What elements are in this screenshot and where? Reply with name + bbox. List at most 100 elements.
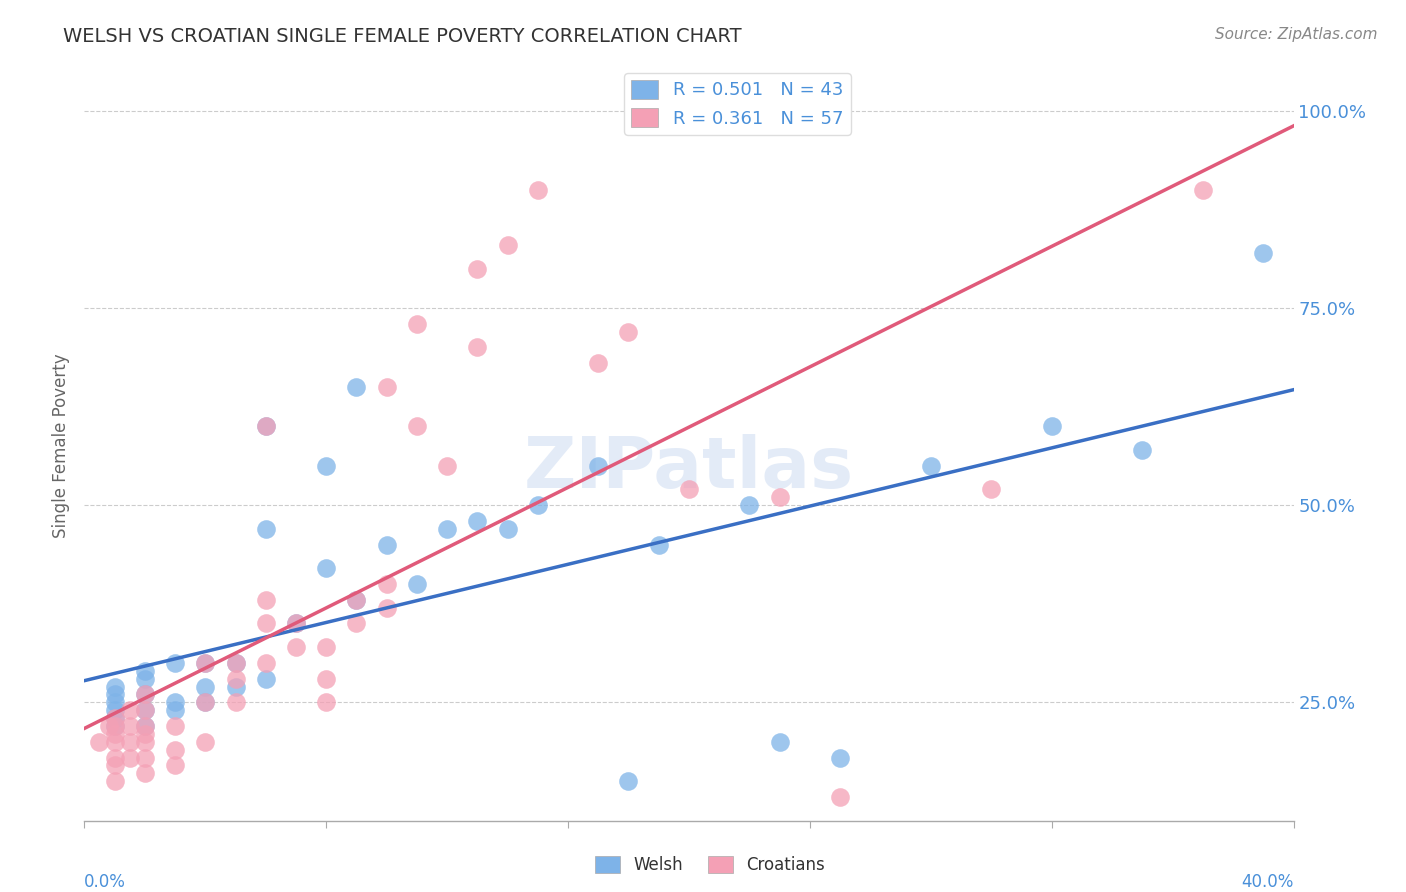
Point — [194, 695, 217, 709]
Point — [346, 592, 368, 607]
Point — [104, 719, 127, 733]
Point — [104, 727, 127, 741]
Point — [254, 419, 277, 434]
Point — [165, 758, 187, 772]
Point — [254, 419, 277, 434]
Point — [496, 522, 519, 536]
Point — [315, 561, 337, 575]
Point — [134, 688, 156, 702]
Point — [89, 735, 111, 749]
Legend: R = 0.501   N = 43, R = 0.361   N = 57: R = 0.501 N = 43, R = 0.361 N = 57 — [624, 73, 851, 135]
Point — [1040, 419, 1063, 434]
Point — [315, 672, 337, 686]
Point — [104, 711, 127, 725]
Point — [225, 672, 247, 686]
Point — [194, 656, 217, 670]
Point — [165, 703, 187, 717]
Point — [830, 789, 852, 804]
Point — [285, 640, 308, 654]
Point — [375, 600, 398, 615]
Point — [194, 680, 217, 694]
Point — [375, 538, 398, 552]
Point — [920, 458, 942, 473]
Point — [97, 719, 120, 733]
Point — [617, 325, 640, 339]
Point — [588, 356, 610, 370]
Point — [134, 719, 156, 733]
Point — [225, 695, 247, 709]
Point — [406, 317, 429, 331]
Point — [254, 592, 277, 607]
Legend: Welsh, Croatians: Welsh, Croatians — [588, 849, 832, 881]
Point — [315, 458, 337, 473]
Point — [134, 719, 156, 733]
Point — [254, 656, 277, 670]
Point — [165, 695, 187, 709]
Point — [346, 616, 368, 631]
Point — [315, 695, 337, 709]
Point — [436, 458, 458, 473]
Point — [769, 490, 792, 504]
Point — [165, 719, 187, 733]
Point — [1130, 442, 1153, 457]
Point — [467, 340, 489, 354]
Point — [527, 498, 550, 512]
Point — [588, 458, 610, 473]
Point — [134, 672, 156, 686]
Text: WELSH VS CROATIAN SINGLE FEMALE POVERTY CORRELATION CHART: WELSH VS CROATIAN SINGLE FEMALE POVERTY … — [63, 27, 742, 45]
Point — [225, 656, 247, 670]
Point — [285, 616, 308, 631]
Point — [769, 735, 792, 749]
Point — [1192, 183, 1215, 197]
Point — [980, 483, 1002, 497]
Point — [134, 703, 156, 717]
Text: 0.0%: 0.0% — [84, 873, 127, 891]
Point — [346, 592, 368, 607]
Point — [134, 703, 156, 717]
Point — [225, 656, 247, 670]
Point — [406, 577, 429, 591]
Point — [194, 735, 217, 749]
Point — [467, 261, 489, 276]
Point — [285, 616, 308, 631]
Point — [617, 774, 640, 789]
Point — [375, 380, 398, 394]
Point — [118, 703, 141, 717]
Point — [134, 664, 156, 678]
Point — [104, 719, 127, 733]
Point — [118, 719, 141, 733]
Y-axis label: Single Female Poverty: Single Female Poverty — [52, 354, 70, 538]
Point — [104, 750, 127, 764]
Text: ZIPatlas: ZIPatlas — [524, 434, 853, 503]
Point — [104, 703, 127, 717]
Point — [648, 538, 671, 552]
Point — [165, 656, 187, 670]
Point — [678, 483, 700, 497]
Point — [104, 735, 127, 749]
Point — [738, 498, 761, 512]
Point — [527, 183, 550, 197]
Point — [118, 735, 141, 749]
Point — [134, 766, 156, 780]
Point — [104, 680, 127, 694]
Point — [346, 380, 368, 394]
Point — [467, 514, 489, 528]
Point — [134, 688, 156, 702]
Text: Source: ZipAtlas.com: Source: ZipAtlas.com — [1215, 27, 1378, 42]
Point — [104, 774, 127, 789]
Point — [254, 672, 277, 686]
Text: 40.0%: 40.0% — [1241, 873, 1294, 891]
Point — [830, 750, 852, 764]
Point — [225, 680, 247, 694]
Point — [496, 238, 519, 252]
Point — [254, 616, 277, 631]
Point — [104, 711, 127, 725]
Point — [104, 758, 127, 772]
Point — [134, 735, 156, 749]
Point — [1253, 245, 1275, 260]
Point — [104, 695, 127, 709]
Point — [134, 750, 156, 764]
Point — [104, 688, 127, 702]
Point — [406, 419, 429, 434]
Point — [134, 727, 156, 741]
